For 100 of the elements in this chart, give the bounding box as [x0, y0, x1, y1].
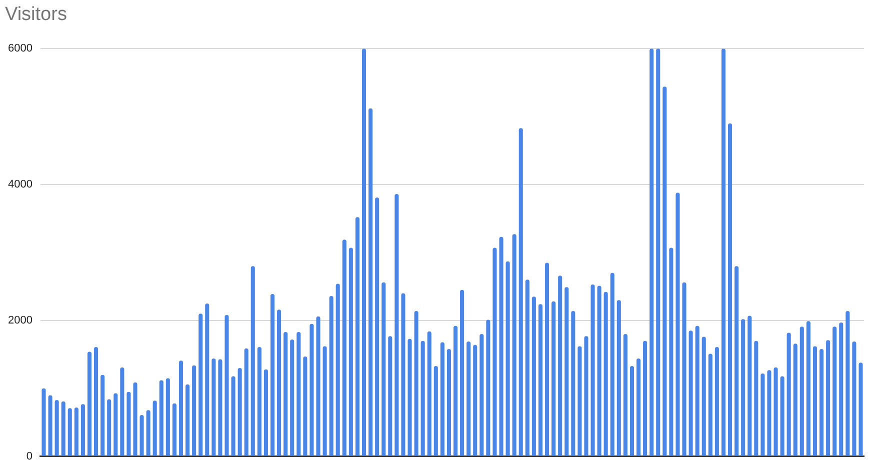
bar	[186, 384, 190, 456]
bar	[525, 280, 530, 456]
bar	[480, 334, 484, 456]
bar	[839, 322, 844, 456]
bar	[348, 248, 353, 456]
bar	[604, 292, 608, 456]
y-tick-label: 2000	[8, 314, 32, 326]
bar	[760, 373, 765, 456]
bar	[812, 346, 818, 456]
bar	[558, 276, 562, 456]
bar	[636, 358, 641, 456]
bar	[616, 300, 621, 456]
chart-title: Visitors	[5, 4, 67, 26]
bar	[734, 266, 739, 456]
bar	[538, 304, 542, 456]
bar	[786, 332, 791, 456]
bar	[714, 346, 719, 456]
bar	[656, 48, 660, 456]
bar	[94, 346, 98, 456]
bar	[414, 310, 418, 456]
bar	[544, 262, 550, 456]
bar	[427, 331, 432, 456]
y-tick-label: 4000	[8, 178, 32, 191]
bar	[832, 326, 837, 456]
bar	[682, 282, 686, 456]
bar	[466, 342, 471, 456]
bar	[277, 310, 282, 456]
bar	[61, 401, 66, 456]
bar	[721, 48, 726, 456]
bar	[270, 294, 275, 456]
bar	[669, 248, 674, 456]
bar	[597, 286, 602, 456]
bar	[296, 332, 301, 456]
bar	[492, 248, 497, 456]
bar	[100, 374, 105, 456]
bar	[218, 359, 222, 456]
bar	[284, 332, 288, 456]
bar	[310, 324, 314, 456]
bar	[630, 366, 634, 456]
bar	[564, 287, 569, 456]
bar	[590, 284, 595, 456]
bar	[133, 382, 138, 456]
bar	[394, 194, 399, 456]
bar	[800, 326, 804, 456]
bar	[748, 316, 752, 456]
bar	[518, 128, 523, 456]
bar	[159, 380, 164, 456]
bar	[375, 197, 380, 456]
bar	[512, 234, 516, 456]
bar	[172, 403, 176, 456]
bar	[80, 404, 85, 456]
bar	[205, 303, 210, 456]
bar	[578, 346, 582, 456]
bar	[250, 266, 255, 456]
bar	[322, 346, 327, 456]
bar	[486, 320, 490, 456]
bar	[806, 321, 810, 456]
bar	[688, 330, 693, 456]
bar	[224, 315, 229, 456]
bar	[610, 272, 614, 456]
bar	[68, 408, 72, 456]
bar	[662, 86, 667, 456]
bar	[858, 362, 863, 456]
bar	[54, 400, 59, 456]
bar	[114, 393, 118, 456]
bar	[152, 400, 157, 456]
bar	[198, 314, 203, 456]
bar	[650, 48, 654, 456]
bar	[178, 360, 184, 456]
bar	[140, 414, 144, 456]
bar	[290, 340, 294, 456]
bar	[342, 240, 346, 456]
bar	[388, 336, 392, 456]
bar	[506, 261, 510, 456]
bar	[440, 342, 444, 456]
bar	[336, 284, 340, 456]
bar	[754, 340, 758, 456]
bar	[446, 349, 451, 456]
bar	[460, 290, 464, 456]
bar	[741, 319, 746, 456]
bar	[166, 378, 170, 456]
bar	[623, 334, 628, 456]
bar	[192, 365, 196, 456]
y-tick-label: 0	[26, 450, 32, 462]
bar	[257, 346, 262, 456]
bar	[819, 349, 824, 456]
bar	[120, 367, 124, 456]
bar	[434, 366, 438, 456]
bar	[382, 282, 386, 456]
bar	[702, 336, 706, 456]
bar	[584, 336, 588, 456]
bar	[643, 340, 648, 456]
bar	[695, 326, 700, 456]
bar	[107, 399, 112, 456]
bar	[355, 217, 360, 456]
bar	[552, 301, 556, 456]
bar	[532, 296, 536, 456]
bar	[48, 395, 52, 456]
bar	[126, 392, 131, 456]
bar	[362, 48, 366, 456]
